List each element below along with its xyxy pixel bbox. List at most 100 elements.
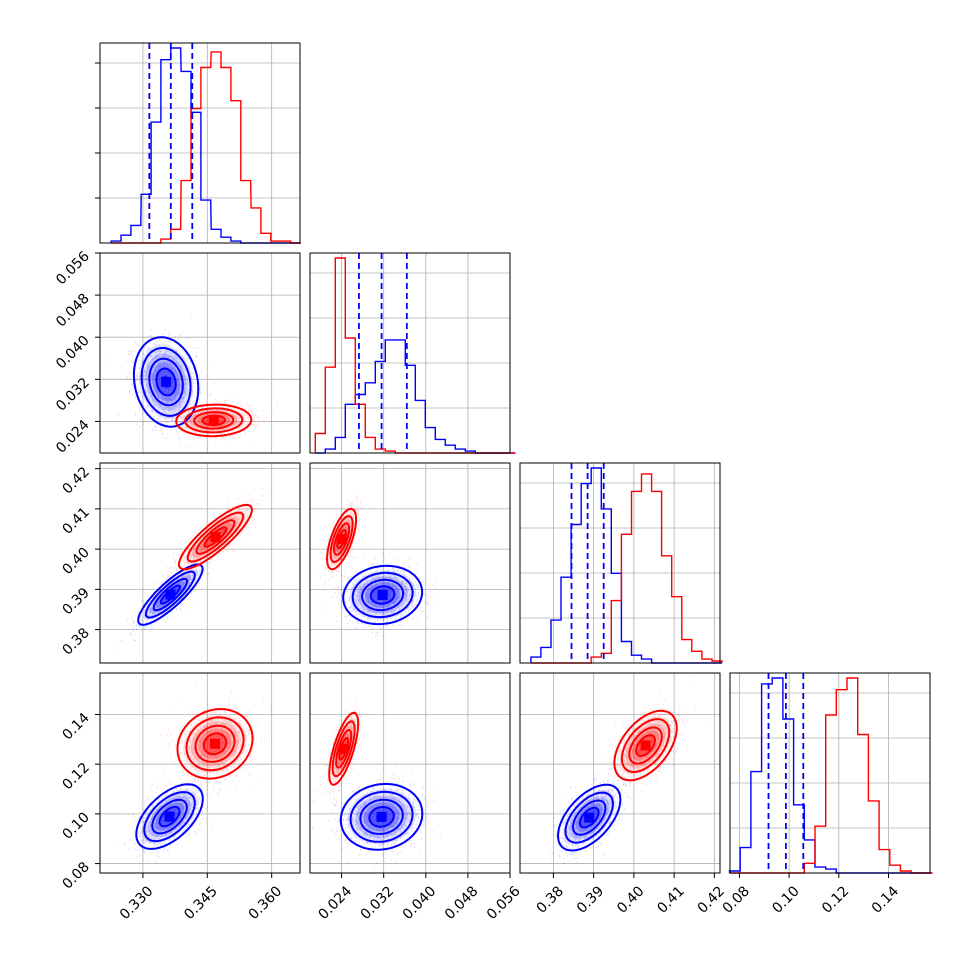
panel-frame (99, 672, 301, 874)
histogram-bar (335, 437, 345, 453)
histogram-panel-0 (95, 42, 301, 244)
histogram-bar (672, 597, 682, 663)
histogram-bar (221, 237, 231, 243)
histogram-bar (783, 719, 794, 873)
density-peak-red (338, 743, 349, 754)
histogram-bar (211, 229, 221, 243)
contour-line-blue (155, 367, 177, 397)
contour-line-red (194, 724, 236, 763)
scatter-panel-2-3 (519, 672, 721, 874)
histogram-bar (181, 71, 191, 243)
y-tick-label: 0.10 (59, 809, 92, 842)
histogram-bar (551, 620, 561, 663)
contour-line-blue (571, 799, 607, 836)
x-tick-label: 0.42 (695, 883, 728, 916)
contour-line-blue (159, 584, 181, 605)
histogram-bar (632, 491, 642, 663)
histogram-bar (161, 60, 171, 243)
histogram-bar (261, 233, 271, 243)
contour-line-red (331, 720, 356, 778)
contour-line-red (620, 718, 671, 774)
contour-line-blue (158, 805, 181, 828)
x-tick-label: 0.12 (819, 883, 852, 916)
x-tick-label: 0.330 (117, 883, 157, 923)
x-tick-label: 0.40 (614, 883, 647, 916)
contour-line-red (193, 411, 235, 430)
scatter-panel-0-2 (99, 462, 301, 664)
histogram-bar (652, 491, 662, 663)
histogram-bar (836, 690, 847, 873)
histogram-blue-0 (110, 47, 301, 244)
contour-line-red (185, 716, 245, 772)
density-peak-blue (377, 590, 388, 600)
density-peak-red (210, 738, 220, 749)
histogram-bar (121, 235, 131, 243)
histogram-bar (815, 826, 826, 873)
histogram-bar (632, 655, 642, 663)
panel-frame (729, 672, 931, 874)
y-tick-label: 0.048 (53, 291, 93, 331)
density-peak-blue (164, 811, 175, 822)
panel-frame (99, 252, 301, 454)
histogram-panel-1 (309, 252, 516, 454)
contour-line-blue (137, 563, 204, 626)
histogram-bar (171, 229, 181, 243)
x-tick-label: 0.14 (869, 883, 902, 916)
histogram-bar (211, 52, 221, 243)
contour-line-blue (144, 570, 196, 619)
contour-line-blue (556, 783, 622, 852)
panel-frame (309, 252, 511, 454)
density-peak-red (210, 532, 221, 542)
histogram-bar (325, 367, 335, 453)
y-tick-label: 0.08 (59, 859, 92, 892)
histogram-bar (890, 865, 901, 873)
y-tick-label: 0.38 (59, 625, 92, 658)
contour-line-red (613, 709, 678, 782)
histogram-bar (151, 122, 161, 243)
contour-line-red (628, 726, 663, 765)
histogram-bar (365, 437, 375, 453)
scatter-content (310, 463, 510, 663)
contour-line-red (175, 403, 253, 438)
histogram-bar (171, 48, 181, 243)
x-tick-label: 0.38 (534, 883, 567, 916)
scatter-content (100, 673, 300, 873)
density-peak-blue (376, 811, 387, 822)
contour-line-blue (143, 791, 196, 843)
histogram-red-2 (530, 473, 723, 664)
histogram-bar (772, 678, 783, 873)
contour-line-blue (369, 585, 396, 605)
histogram-bar (571, 525, 581, 664)
contour-line-blue (148, 357, 184, 407)
histogram-bar (591, 468, 601, 663)
density-peak-red (336, 534, 347, 545)
contour-line-red (177, 503, 253, 571)
contour-line-red (176, 707, 254, 780)
histogram-bar (561, 577, 571, 663)
histogram-red-3 (729, 677, 933, 874)
contour-line-red (333, 522, 351, 556)
contour-line-blue (564, 791, 614, 844)
y-tick-label: 0.024 (53, 417, 93, 457)
contour-line-blue (359, 798, 404, 835)
histogram-bar (131, 225, 141, 243)
histogram-bar (611, 601, 621, 663)
histogram-bar (662, 556, 672, 663)
histogram-bar (315, 434, 325, 454)
x-tick-label: 0.056 (484, 883, 524, 923)
histogram-blue-1 (315, 339, 516, 454)
histogram-bar (385, 340, 395, 453)
x-tick-label: 0.024 (316, 883, 356, 923)
contour-line-red (202, 732, 228, 756)
contour-line-red (329, 515, 354, 563)
histogram-bar (868, 801, 879, 873)
y-tick-label: 0.41 (59, 504, 92, 537)
contour-line-blue (339, 783, 424, 851)
x-tick-label: 0.10 (769, 883, 802, 916)
histogram-bar (365, 383, 375, 453)
contour-line-blue (135, 783, 204, 850)
histogram-bar (815, 867, 826, 873)
histogram-panel-2 (519, 462, 723, 664)
contour-line-red (328, 711, 360, 786)
